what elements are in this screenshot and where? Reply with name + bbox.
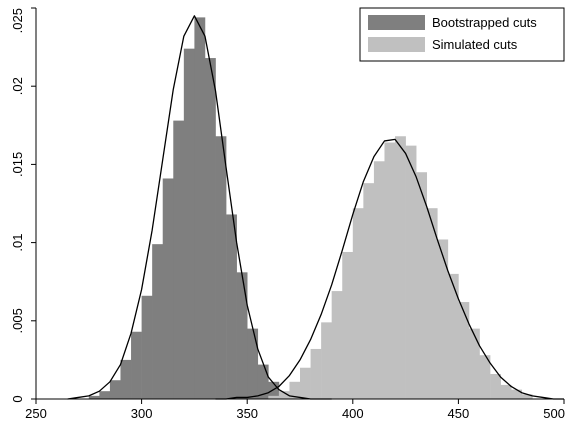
x-tick-label: 250 xyxy=(25,406,47,421)
axes: 250 300 350 400 450 500 0 .005 .01 .015 .02 .025 xyxy=(10,7,565,421)
y-tick-label: .02 xyxy=(10,77,25,95)
hist-bar-2 xyxy=(468,328,480,399)
hist-bar-2 xyxy=(437,239,449,399)
density-curves xyxy=(67,15,564,400)
x-tick-label: 300 xyxy=(131,406,153,421)
hist-bar-2 xyxy=(521,394,533,399)
y-tick-label: .01 xyxy=(10,234,25,252)
hist-bar-1 xyxy=(247,328,259,399)
hist-bar-1 xyxy=(215,136,227,399)
hist-bar-2 xyxy=(500,384,512,399)
legend: Bootstrapped cuts Simulated cuts xyxy=(359,7,565,62)
hist-bar-2 xyxy=(373,161,385,399)
hist-bar-1 xyxy=(141,295,153,399)
hist-bar-2 xyxy=(384,142,396,399)
hist-bar-2 xyxy=(363,183,375,399)
y-tick-label: .015 xyxy=(10,152,25,177)
hist-bar-1 xyxy=(236,272,248,399)
legend-swatch-2 xyxy=(368,37,425,52)
hist-bar-1 xyxy=(268,381,280,399)
x-tick-label: 500 xyxy=(543,406,565,421)
hist-bar-2 xyxy=(511,389,523,399)
x-tick-label: 350 xyxy=(236,406,258,421)
hist-bar-2 xyxy=(289,381,301,399)
hist-bar-2 xyxy=(479,355,491,399)
hist-bar-2 xyxy=(405,145,417,399)
hist-bar-1 xyxy=(152,244,164,399)
hist-bar-1 xyxy=(194,17,206,399)
hist-bar-1 xyxy=(257,364,269,399)
hist-bar-1 xyxy=(88,395,100,399)
hist-bar-2 xyxy=(447,273,459,399)
hist-bar-2 xyxy=(490,373,501,399)
hist-bar-1 xyxy=(183,48,195,399)
x-tick-label: 400 xyxy=(342,406,364,421)
hist-bar-2 xyxy=(268,395,280,399)
histogram-bars xyxy=(88,17,533,400)
hist-bar-2 xyxy=(458,302,470,399)
hist-bar-2 xyxy=(310,348,322,399)
hist-bar-2 xyxy=(352,208,364,399)
hist-bar-1 xyxy=(131,331,142,399)
hist-bar-2 xyxy=(416,172,428,399)
hist-bar-1 xyxy=(109,380,121,399)
hist-bar-1 xyxy=(99,391,111,399)
hist-bar-2 xyxy=(331,291,343,399)
hist-bar-1 xyxy=(162,178,174,399)
hist-bar-1 xyxy=(120,359,132,399)
hist-bar-1 xyxy=(173,120,185,400)
hist-bar-1 xyxy=(204,58,216,400)
x-tick-label: 450 xyxy=(448,406,470,421)
y-tick-label: .025 xyxy=(10,8,25,33)
density-curve-2 xyxy=(215,138,564,400)
hist-bar-1 xyxy=(226,214,237,399)
hist-bar-2 xyxy=(300,367,311,399)
hist-bar-2 xyxy=(278,391,290,399)
hist-bar-2 xyxy=(426,208,438,399)
y-tick-label: 0 xyxy=(10,395,25,402)
legend-label-1: Bootstrapped cuts xyxy=(432,15,537,30)
y-tick-label: .005 xyxy=(10,308,25,333)
density-curve-1 xyxy=(67,15,332,400)
legend-swatch-1 xyxy=(368,15,425,30)
hist-bar-2 xyxy=(342,251,354,399)
hist-bar-2 xyxy=(395,136,406,399)
legend-label-2: Simulated cuts xyxy=(432,37,518,52)
hist-bar-2 xyxy=(321,322,332,399)
